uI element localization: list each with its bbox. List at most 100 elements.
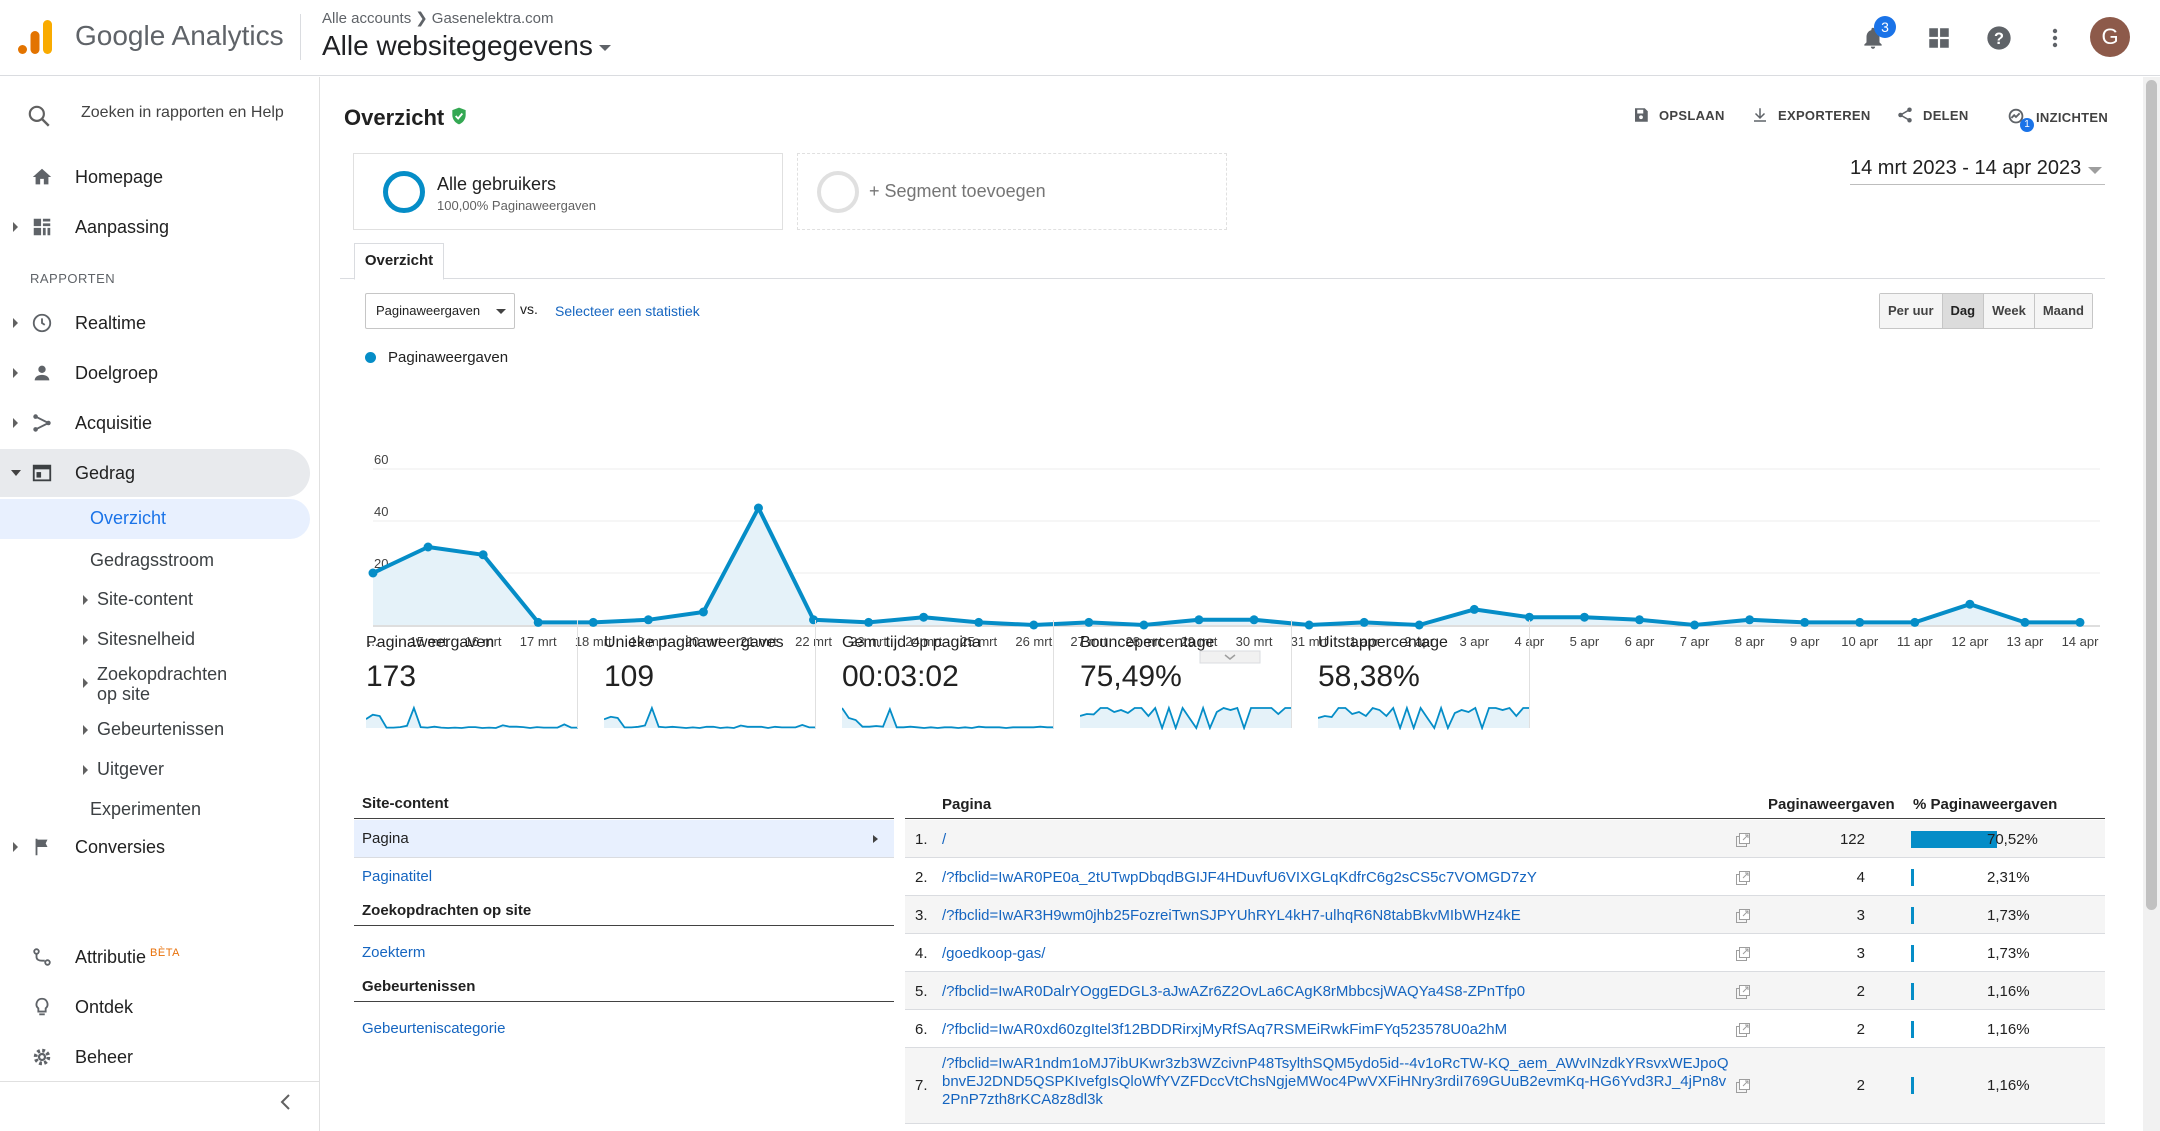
page-link[interactable]: /?fbclid=IwAR0PE0a_2tUTwpDbqdBGIJF4HDuvf…: [942, 869, 1537, 886]
data-point[interactable]: [1304, 620, 1314, 630]
sidebar-item-homepage[interactable]: Homepage: [0, 153, 310, 201]
sidebar-subitem-experiments[interactable]: Experimenten: [0, 789, 310, 829]
page-link[interactable]: /?fbclid=IwAR0DalrYOggEDGL3-aJwAZr6Z2OvL…: [942, 983, 1526, 1000]
scrollbar-thumb[interactable]: [2146, 80, 2157, 910]
data-point[interactable]: [1910, 617, 1920, 627]
data-point[interactable]: [1469, 604, 1479, 614]
data-point[interactable]: [864, 617, 874, 627]
dimension-page[interactable]: Pagina: [354, 820, 894, 858]
sidebar-item-admin[interactable]: Beheer: [0, 1033, 310, 1081]
sidebar-item-conversions[interactable]: Conversies: [0, 823, 310, 871]
data-point[interactable]: [643, 615, 653, 625]
data-point[interactable]: [1524, 612, 1534, 622]
share-button[interactable]: DELEN: [1896, 106, 1969, 124]
data-point[interactable]: [1194, 615, 1204, 625]
help-button[interactable]: ?: [1981, 20, 2017, 56]
scorecard[interactable]: Bouncepercentage 75,49%: [1054, 620, 1292, 730]
sidebar-subitem-site-search[interactable]: Zoekopdrachten op site: [0, 659, 310, 709]
sidebar-item-attribution[interactable]: Attributie BÈTA: [0, 933, 310, 981]
page-link[interactable]: /: [942, 831, 947, 848]
breadcrumb-all-accounts[interactable]: Alle accounts: [322, 10, 412, 27]
data-point[interactable]: [1690, 620, 1700, 630]
sidebar-subitem-site-content[interactable]: Site-content: [0, 579, 310, 619]
insights-button[interactable]: INZICHTEN: [2005, 106, 2108, 128]
metric-select[interactable]: Paginaweergaven: [365, 293, 515, 329]
chart-resize-handle[interactable]: [1199, 650, 1261, 664]
data-point[interactable]: [919, 612, 929, 622]
scorecard[interactable]: Paginaweergaven 173: [340, 620, 578, 729]
dimension-event-category[interactable]: Gebeurteniscategorie: [362, 1020, 506, 1037]
date-range-picker[interactable]: 14 mrt 2023 - 14 apr 2023: [1850, 157, 2105, 185]
avatar[interactable]: G: [2090, 17, 2130, 57]
data-point[interactable]: [753, 503, 763, 513]
page-link[interactable]: /?fbclid=IwAR3H9wm0jhb25FozreiTwnSJPYUhR…: [942, 907, 1521, 924]
page-link[interactable]: /?fbclid=IwAR0xd60zgItel3f12BDDRirxjMyRf…: [942, 1021, 1508, 1038]
sidebar-subitem-events[interactable]: Gebeurtenissen: [0, 709, 310, 749]
report-search[interactable]: Zoeken in rapporten en Help: [0, 77, 320, 151]
add-segment-button[interactable]: + Segment toevoegen: [797, 153, 1227, 230]
export-button[interactable]: EXPORTEREN: [1751, 106, 1871, 124]
sidebar-subitem-publisher[interactable]: Uitgever: [0, 749, 310, 789]
data-point[interactable]: [1965, 599, 1975, 609]
dimension-search-term[interactable]: Zoekterm: [362, 944, 426, 961]
segment-all-users[interactable]: Alle gebruikers 100,00% Paginaweergaven: [353, 153, 783, 230]
granularity-hour-button[interactable]: Per uur: [1880, 294, 1943, 328]
breadcrumb[interactable]: Alle accounts ❯ Gasenelektra.com: [322, 9, 554, 27]
sidebar-item-acquisition[interactable]: Acquisitie: [0, 399, 310, 447]
page-link[interactable]: /?fbclid=IwAR1ndm1oMJ7ibUKwr3zb3WZcivnP4…: [942, 1055, 1729, 1108]
granularity-day-button[interactable]: Dag: [1942, 294, 1985, 328]
dimension-page-title[interactable]: Paginatitel: [362, 868, 433, 885]
save-button[interactable]: OPSLAAN: [1632, 106, 1725, 124]
data-point[interactable]: [2020, 617, 2030, 627]
open-external-icon[interactable]: [1735, 984, 1751, 1000]
google-analytics-logo-icon[interactable]: [16, 18, 54, 56]
data-point[interactable]: [368, 568, 378, 578]
data-point[interactable]: [1579, 612, 1589, 622]
data-point[interactable]: [1800, 617, 1810, 627]
select-statistic-link[interactable]: Selecteer een statistiek: [555, 303, 700, 319]
data-point[interactable]: [588, 617, 598, 627]
scorecard[interactable]: Gem. tijd op pagina 00:03:02: [816, 620, 1054, 729]
sparkline-line: [842, 706, 1054, 729]
granularity-week-button[interactable]: Week: [1984, 294, 2035, 328]
open-external-icon[interactable]: [1735, 946, 1751, 962]
page-link[interactable]: /goedkoop-gas/: [942, 945, 1046, 962]
sidebar-item-audience[interactable]: Doelgroep: [0, 349, 310, 397]
scorecard[interactable]: Unieke paginaweergaves 109: [578, 620, 816, 729]
sidebar-subitem-overview[interactable]: Overzicht: [0, 499, 310, 539]
sidebar-item-discover[interactable]: Ontdek: [0, 983, 310, 1031]
data-point[interactable]: [1084, 617, 1094, 627]
more-options-button[interactable]: [2037, 20, 2073, 56]
data-point[interactable]: [1855, 617, 1865, 627]
data-point[interactable]: [1414, 620, 1424, 630]
apps-button[interactable]: [1921, 20, 1957, 56]
property-selector[interactable]: Alle websitegegevens: [322, 30, 611, 62]
tab-overview[interactable]: Overzicht: [354, 243, 444, 280]
data-point[interactable]: [478, 550, 488, 560]
sidebar-item-realtime[interactable]: Realtime: [0, 299, 310, 347]
data-point[interactable]: [698, 607, 708, 617]
data-point[interactable]: [1029, 620, 1039, 630]
open-external-icon[interactable]: [1735, 870, 1751, 886]
granularity-month-button[interactable]: Maand: [2034, 294, 2092, 328]
sidebar-item-behavior[interactable]: Gedrag: [0, 449, 310, 497]
data-point[interactable]: [2075, 617, 2085, 627]
open-external-icon[interactable]: [1735, 1022, 1751, 1038]
data-point[interactable]: [1249, 615, 1259, 625]
sidebar-subitem-site-speed[interactable]: Sitesnelheid: [0, 619, 310, 659]
data-point[interactable]: [1745, 615, 1755, 625]
data-point[interactable]: [533, 617, 543, 627]
scorecard[interactable]: Uitstappercentage 58,38%: [1292, 620, 1530, 730]
collapse-sidebar-chevron-icon[interactable]: [278, 1092, 294, 1112]
open-external-icon[interactable]: [1735, 908, 1751, 924]
sidebar-subitem-flow[interactable]: Gedragsstroom: [0, 539, 310, 579]
data-point[interactable]: [1634, 615, 1644, 625]
open-external-icon[interactable]: [1735, 1078, 1751, 1094]
breadcrumb-account[interactable]: Gasenelektra.com: [431, 10, 554, 27]
data-point[interactable]: [423, 542, 433, 552]
open-external-icon[interactable]: [1735, 832, 1751, 848]
sidebar-item-customization[interactable]: Aanpassing: [0, 203, 310, 251]
data-point[interactable]: [1359, 617, 1369, 627]
data-point[interactable]: [974, 617, 984, 627]
data-point[interactable]: [1139, 620, 1149, 630]
